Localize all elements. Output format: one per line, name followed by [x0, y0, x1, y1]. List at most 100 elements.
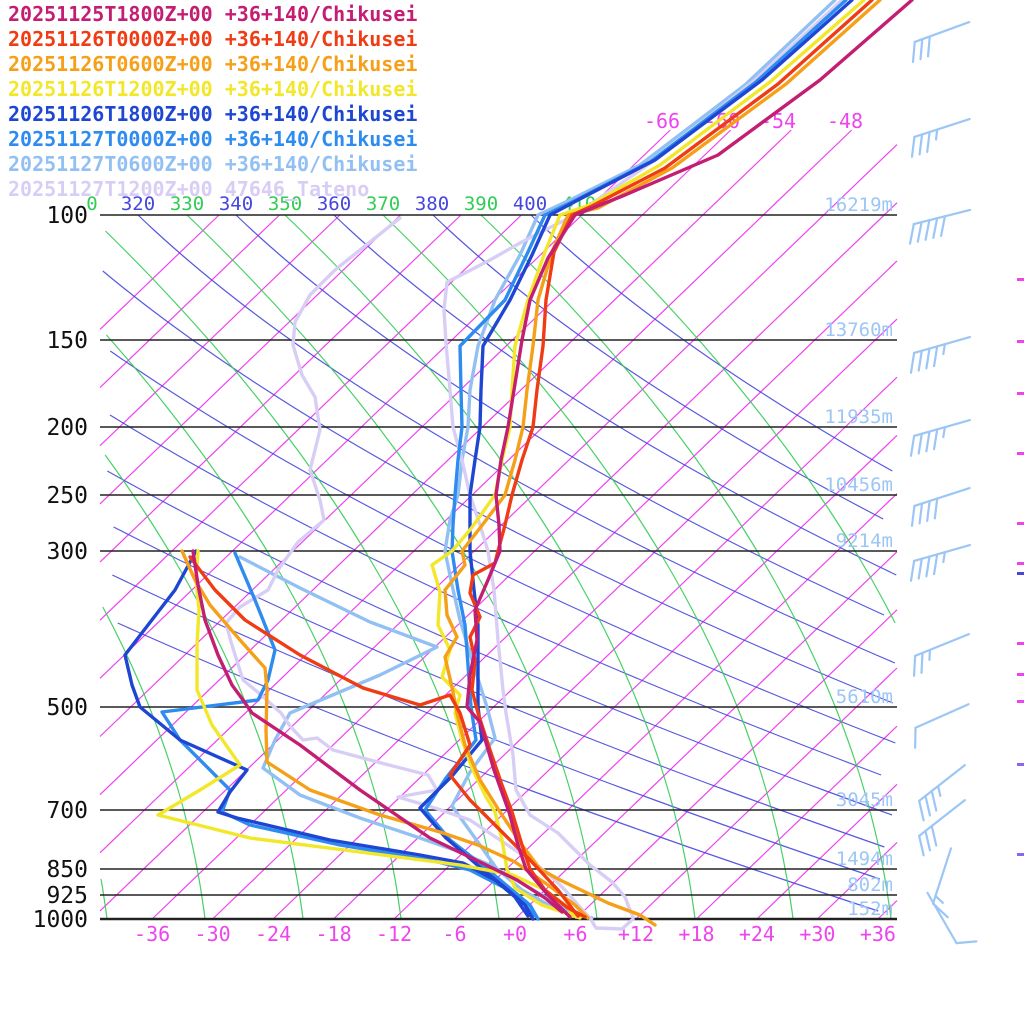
- dewpoint-curve: [156, 549, 578, 919]
- legend-place: +36+140/Chikusei: [224, 52, 418, 76]
- legend-time: 20251126T0600Z+00: [8, 52, 213, 76]
- wind-barb-icon: [914, 703, 970, 749]
- legend-row: 20251126T0600Z+00 +36+140/Chikusei: [8, 52, 417, 77]
- dry-adiabat-line: [530, 214, 893, 472]
- temp-tick-label: -36: [134, 922, 170, 946]
- isotherm-line: [99, 214, 341, 447]
- theta-label: 340: [219, 193, 253, 215]
- isotherm-line: [575, 609, 898, 920]
- wind-barb-icon: [911, 20, 971, 63]
- moist-adiabat-line: [102, 606, 206, 920]
- isotherm-line: [99, 214, 401, 505]
- isotherm-line: [816, 842, 898, 920]
- legend-place: +36+140/Chikusei: [224, 2, 418, 26]
- isotherm-line: [212, 260, 898, 920]
- legend-place: +36+140/Chikusei: [224, 27, 418, 51]
- isotherm-line: [272, 318, 898, 920]
- pressure-label: 700: [46, 798, 88, 824]
- edge-tick: [1017, 572, 1024, 575]
- pressure-label: 150: [46, 328, 88, 354]
- moist-adiabat-line: [104, 454, 304, 920]
- legend-time: 20251127T0000Z+00: [8, 127, 213, 151]
- height-label: 5610m: [836, 686, 893, 708]
- temp-tick-label: -24: [255, 922, 291, 946]
- isotherm-line: [696, 725, 898, 920]
- edge-tick: [1017, 700, 1024, 703]
- dry-adiabat-line: [333, 214, 897, 576]
- isotherm-line: [99, 129, 732, 737]
- temp-tick-label: +0: [503, 922, 527, 946]
- theta-label: 320: [121, 193, 155, 215]
- temperature-curve: [465, 0, 914, 919]
- edge-tick: [1017, 763, 1024, 766]
- wind-barb-icon: [912, 633, 970, 677]
- height-label: 1494m: [836, 848, 893, 870]
- pressure-label: 250: [46, 483, 88, 509]
- theta-label: 360: [317, 193, 351, 215]
- temperature-curve: [418, 0, 854, 921]
- legend-time: 20251126T1800Z+00: [8, 102, 213, 126]
- legend-time: 20251125T1800Z+00: [8, 2, 213, 26]
- theta-label: 400: [513, 193, 547, 215]
- moist-adiabat-line: [382, 214, 794, 920]
- isotherm-line: [99, 214, 220, 330]
- edge-tick: [1017, 392, 1024, 395]
- dry-adiabat-line: [107, 470, 893, 816]
- legend-row: 20251126T0000Z+00 +36+140/Chikusei: [8, 27, 417, 52]
- isotherm-line: [99, 129, 792, 796]
- temp-tick-label: +30: [799, 922, 835, 946]
- legend-place: +36+140/Chikusei: [224, 77, 418, 101]
- moist-adiabat-line: [105, 334, 402, 920]
- dry-adiabat-line: [113, 526, 885, 848]
- wind-barb-icon: [908, 208, 972, 245]
- isotherm-line: [151, 202, 898, 920]
- theta-label: 390: [464, 193, 498, 215]
- dry-adiabat-line: [117, 622, 879, 912]
- wind-barb-icon: [918, 764, 966, 822]
- isotherm-line: [99, 129, 853, 854]
- dry-adiabat-line: [137, 214, 896, 664]
- temp-tick-label: -30: [195, 922, 231, 946]
- upper-isotherm-label: -48: [827, 109, 863, 133]
- legend-row: 20251125T1800Z+00 +36+140/Chikusei: [8, 2, 417, 27]
- legend-row: 20251127T0000Z+00 +36+140/Chikusei: [8, 127, 417, 152]
- isotherm-line: [756, 783, 898, 920]
- legend-time: 20251127T0600Z+00: [8, 152, 213, 176]
- edge-tick: [1017, 642, 1024, 645]
- pressure-label: 850: [46, 857, 88, 883]
- isotherm-line: [635, 667, 898, 920]
- isotherm-line: [99, 214, 462, 563]
- temp-tick-label: +6: [563, 922, 587, 946]
- legend-place: 47646_Tateno: [224, 177, 370, 201]
- moist-adiabat-line: [578, 214, 896, 624]
- wind-barb-icon: [909, 418, 971, 457]
- legend-row: 20251126T1200Z+00 +36+140/Chikusei: [8, 77, 417, 102]
- dry-adiabat-line: [102, 270, 894, 704]
- wind-barb-icon: [910, 486, 971, 527]
- edge-tick: [1017, 853, 1024, 856]
- temp-tick-label: -12: [376, 922, 412, 946]
- legend-row: 20251127T1200Z+00 47646_Tateno: [8, 177, 417, 202]
- pressure-label: 925: [46, 883, 88, 909]
- moist-adiabat-line: [284, 214, 696, 920]
- isotherm-line: [454, 493, 898, 920]
- pressure-label: 300: [46, 539, 88, 565]
- height-label: 9214m: [836, 530, 893, 552]
- wind-barb-icon: [910, 117, 971, 158]
- wind-barb-icon: [918, 799, 966, 857]
- edge-tick: [1017, 340, 1024, 343]
- pressure-label: 100: [46, 203, 88, 229]
- legend-place: +36+140/Chikusei: [224, 127, 418, 151]
- height-label: 16219m: [824, 194, 893, 216]
- temp-tick-label: +18: [678, 922, 714, 946]
- wind-barb-icon: [926, 891, 978, 945]
- temp-tick-label: +36: [860, 922, 896, 946]
- theta-label: 350: [268, 193, 302, 215]
- pressure-label: 200: [46, 415, 88, 441]
- temp-tick-label: -6: [442, 922, 466, 946]
- height-label: 11935m: [824, 406, 893, 428]
- theta-label: 0: [86, 193, 97, 215]
- theta-label: 380: [415, 193, 449, 215]
